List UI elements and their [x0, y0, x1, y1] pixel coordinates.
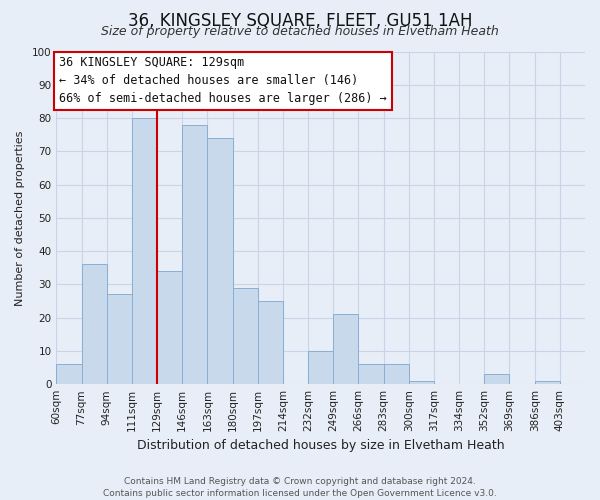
Y-axis label: Number of detached properties: Number of detached properties	[15, 130, 25, 306]
Bar	[132, 118, 157, 384]
Bar	[334, 314, 358, 384]
Bar	[233, 288, 258, 384]
Text: 36 KINGSLEY SQUARE: 129sqm
← 34% of detached houses are smaller (146)
66% of sem: 36 KINGSLEY SQUARE: 129sqm ← 34% of deta…	[59, 56, 387, 106]
Text: Size of property relative to detached houses in Elvetham Heath: Size of property relative to detached ho…	[101, 25, 499, 38]
Bar	[157, 271, 182, 384]
Bar	[107, 294, 132, 384]
Bar	[308, 351, 334, 384]
Bar	[258, 301, 283, 384]
Bar	[358, 364, 383, 384]
Text: Contains HM Land Registry data © Crown copyright and database right 2024.
Contai: Contains HM Land Registry data © Crown c…	[103, 476, 497, 498]
Text: 36, KINGSLEY SQUARE, FLEET, GU51 1AH: 36, KINGSLEY SQUARE, FLEET, GU51 1AH	[128, 12, 472, 30]
Bar	[409, 381, 434, 384]
Bar	[208, 138, 233, 384]
Bar	[82, 264, 107, 384]
Bar	[383, 364, 409, 384]
Bar	[484, 374, 509, 384]
X-axis label: Distribution of detached houses by size in Elvetham Heath: Distribution of detached houses by size …	[137, 440, 505, 452]
Bar	[535, 381, 560, 384]
Bar	[56, 364, 82, 384]
Bar	[182, 124, 208, 384]
